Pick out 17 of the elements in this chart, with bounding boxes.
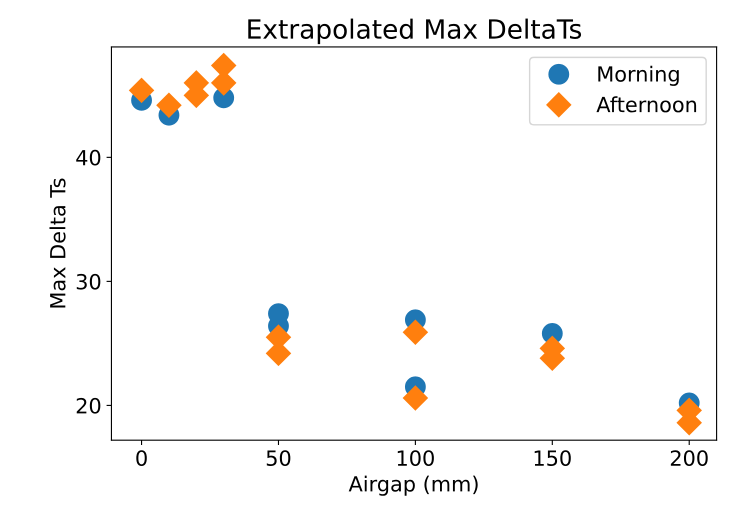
x-tick-label: 0: [136, 450, 147, 466]
legend-label: Morning: [598, 66, 679, 86]
y-axis-title: Max Delta Ts: [49, 178, 66, 308]
x-tick-label: 200: [670, 450, 708, 466]
x-tick-label: 150: [534, 450, 571, 466]
y-tick-label: 30: [76, 274, 100, 290]
x-tick-label: 100: [398, 450, 434, 466]
y-tick-label: 20: [76, 398, 100, 414]
point: [402, 385, 428, 410]
point: [402, 320, 428, 345]
x-tick-label: 50: [266, 450, 290, 466]
x-axis-title: Airgap (mm): [348, 476, 478, 496]
legend-label: Afternoon: [596, 96, 696, 112]
chart-title: Extrapolated Max DeltaTs: [248, 18, 582, 44]
point: [129, 78, 154, 103]
y-tick-label: 40: [76, 150, 100, 166]
point: [156, 92, 182, 118]
